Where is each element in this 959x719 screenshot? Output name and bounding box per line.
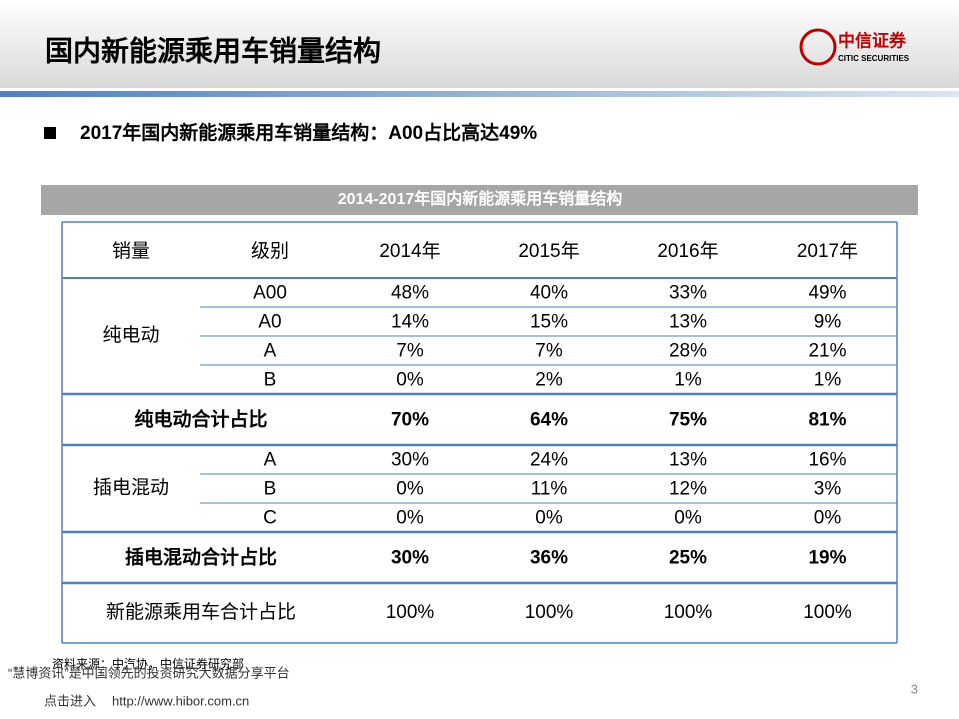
bullet-text: 2017年国内新能源乘用车销量结构：A00占比高达49% <box>80 121 537 144</box>
cell-text: B <box>264 479 277 500</box>
cell-text: 1% <box>674 370 702 391</box>
cell-text: 64% <box>530 410 568 431</box>
cell-text: 插电混动合计占比 <box>125 546 277 569</box>
cell-text: B <box>264 370 277 391</box>
cell-text: 9% <box>814 312 842 333</box>
cell-text: 81% <box>808 410 846 431</box>
cell-text: 级别 <box>251 240 289 262</box>
cell-text: 2% <box>535 370 563 391</box>
cell-text: 3% <box>814 479 842 500</box>
table: 销量 级别 2014年 2015年 2016年 2017年 A00 48% 40% 33% 49% A… <box>61 221 898 644</box>
cell-text: 0% <box>674 508 702 529</box>
cell-text: 纯电动 <box>102 324 159 346</box>
bullet-mark <box>44 127 56 139</box>
cell-text: 2016年 <box>657 240 718 262</box>
cell-text: 75% <box>669 410 707 431</box>
page-number: 3 <box>911 681 918 696</box>
cell-text: 13% <box>669 450 707 471</box>
cell-text: 19% <box>808 548 846 569</box>
logo-cn: 中信证券 <box>838 30 907 50</box>
cell-text: 30% <box>391 450 429 471</box>
cell-text: 48% <box>391 283 429 304</box>
cell-text: 插电混动 <box>93 477 169 499</box>
cell-text: 0% <box>535 508 563 529</box>
cell-text: 13% <box>669 312 707 333</box>
cell-text: 16% <box>808 450 846 471</box>
cell-text: 14% <box>391 312 429 333</box>
cell-text: 销量 <box>112 240 150 262</box>
cell-text: 36% <box>530 548 568 569</box>
cell-text: 2015年 <box>518 240 579 262</box>
source: 资料来源：中汽协，中信证券研究部 <box>52 656 244 671</box>
cell-text: 100% <box>803 602 852 623</box>
cell-text: A00 <box>253 283 287 304</box>
slide-title: 国内新能源乘用车销量结构 <box>45 34 381 66</box>
logo-mark <box>799 28 837 66</box>
cell-text: 0% <box>814 508 842 529</box>
cell-text: A <box>264 341 277 362</box>
link[interactable]: http://www.hibor.com.cn <box>112 693 249 708</box>
cell-text: 7% <box>396 341 424 362</box>
cell-text: 21% <box>808 341 846 362</box>
cell-text: 11% <box>531 479 568 500</box>
cell-text: 2017年 <box>797 240 858 262</box>
cell-text: 25% <box>669 548 707 569</box>
cell-text: 49% <box>808 283 846 304</box>
logo-en: CITIC SECURITIES <box>838 54 910 63</box>
cell-text: 纯电动合计占比 <box>134 408 267 431</box>
cell-text: 100% <box>525 602 574 623</box>
cell-text: 28% <box>669 341 707 362</box>
cell-text: 70% <box>391 410 429 431</box>
table-caption: 2014-2017年国内新能源乘用车销量结构 <box>338 189 623 208</box>
cell-text: 33% <box>669 283 707 304</box>
cell-text: 100% <box>386 602 435 623</box>
watermark: “慧博资讯”是中国领先的投资研究大数据分享平台 <box>8 665 290 680</box>
header-rule <box>0 91 959 97</box>
header-band <box>0 0 959 88</box>
caption-bar <box>41 185 918 215</box>
cell-text: 24% <box>530 450 568 471</box>
cell-text: 2014年 <box>379 240 440 262</box>
cell-text: A <box>264 450 277 471</box>
cell-text: 100% <box>664 602 713 623</box>
cell-text: 12% <box>669 479 707 500</box>
cell-text: 0% <box>396 508 424 529</box>
link-prefix: 点击进入 <box>44 693 96 708</box>
cell-text: 0% <box>396 479 424 500</box>
cell-text: 1% <box>814 370 842 391</box>
cell-text: 7% <box>535 341 563 362</box>
cell-text: 15% <box>530 312 568 333</box>
cell-text: C <box>263 508 277 529</box>
cell-text: 0% <box>396 370 424 391</box>
cell-text: 40% <box>530 283 568 304</box>
cell-text: A0 <box>258 312 281 333</box>
cell-text: 30% <box>391 548 429 569</box>
cell-text: 新能源乘用车合计占比 <box>106 601 296 623</box>
